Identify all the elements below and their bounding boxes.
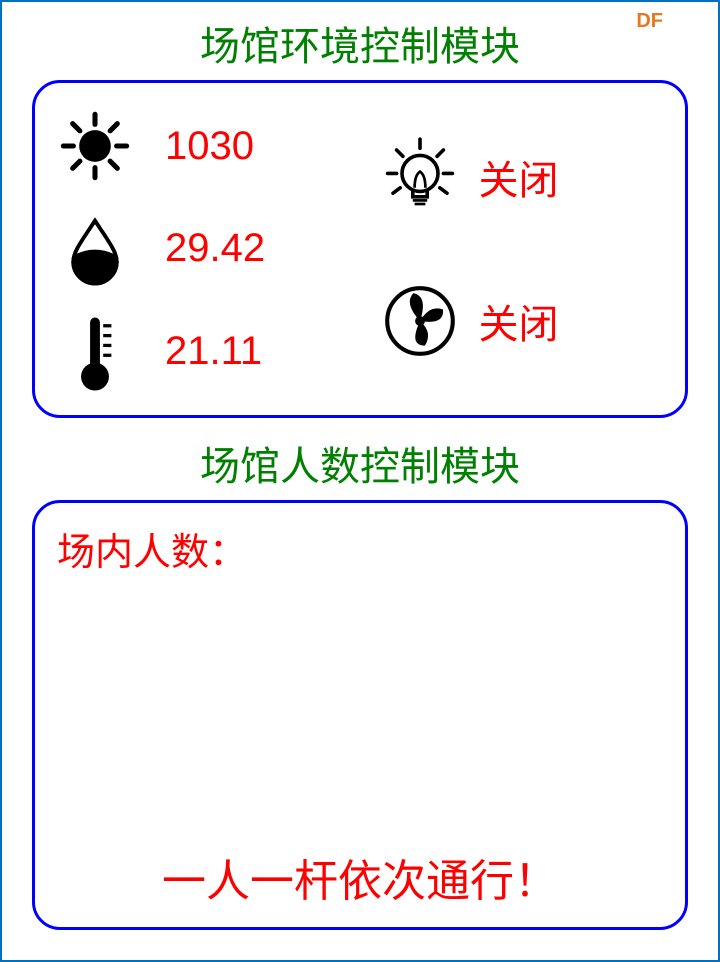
people-count-label-text: 场内人数： <box>57 532 247 574</box>
people-count-label: 场内人数： <box>57 521 665 576</box>
environment-panel: 1030 29.42 <box>32 80 688 418</box>
light-value: 1030 <box>165 124 254 169</box>
fan-row: 关闭 <box>375 276 665 366</box>
light-row: 1030 <box>55 106 375 186</box>
lamp-status: 关闭 <box>479 148 559 206</box>
bulb-icon <box>375 132 465 222</box>
temperature-value: 21.11 <box>165 329 262 374</box>
thermometer-icon <box>55 312 135 392</box>
sensor-column: 1030 29.42 <box>55 95 375 403</box>
lamp-row: 关闭 <box>375 132 665 222</box>
fan-status: 关闭 <box>479 292 559 350</box>
people-panel: 场内人数： 一人一杆依次通行！ <box>32 500 688 930</box>
fan-icon <box>375 276 465 366</box>
people-message: 一人一杆依次通行！ <box>35 845 685 909</box>
droplet-icon <box>55 209 135 289</box>
humidity-row: 29.42 <box>55 209 375 289</box>
sun-icon <box>55 106 135 186</box>
watermark-label: DF <box>636 10 663 33</box>
humidity-value: 29.42 <box>165 226 265 271</box>
people-module-title: 场馆人数控制模块 <box>32 434 688 492</box>
temperature-row: 21.11 <box>55 312 375 392</box>
env-module-title: 场馆环境控制模块 <box>32 14 688 72</box>
device-column: 关闭 关闭 <box>375 95 665 403</box>
